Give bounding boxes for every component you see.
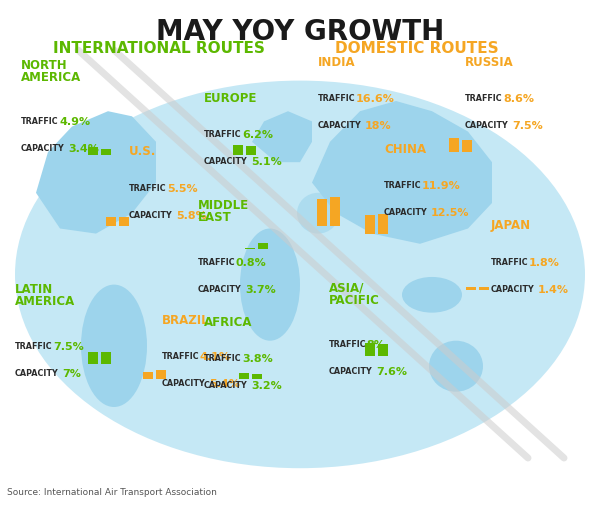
Text: MAY YOY GROWTH: MAY YOY GROWTH	[156, 18, 444, 46]
Text: LATIN
AMERICA: LATIN AMERICA	[15, 282, 75, 307]
Text: DOMESTIC ROUTES: DOMESTIC ROUTES	[335, 41, 499, 55]
Text: TRAFFIC: TRAFFIC	[15, 341, 53, 350]
Text: CAPACITY: CAPACITY	[384, 208, 428, 217]
Text: CAPACITY: CAPACITY	[329, 366, 373, 376]
Bar	[239, 373, 250, 379]
Bar	[143, 373, 154, 379]
Text: 5.8%: 5.8%	[176, 210, 207, 220]
Bar	[101, 150, 110, 155]
Text: MIDDLE
EAST: MIDDLE EAST	[198, 199, 249, 223]
Text: 5.4%: 5.4%	[209, 378, 240, 388]
Text: 7.6%: 7.6%	[376, 366, 407, 377]
Ellipse shape	[81, 285, 147, 407]
Text: Source: International Air Transport Association: Source: International Air Transport Asso…	[7, 487, 217, 496]
Text: TRAFFIC: TRAFFIC	[21, 117, 59, 126]
Text: 1.4%: 1.4%	[538, 284, 569, 294]
Text: EUROPE: EUROPE	[204, 92, 257, 104]
Text: 1.8%: 1.8%	[529, 257, 560, 267]
Text: TRAFFIC: TRAFFIC	[465, 94, 503, 103]
Text: JAPAN: JAPAN	[491, 219, 531, 232]
Bar	[156, 371, 166, 379]
Text: 7.5%: 7.5%	[512, 121, 543, 131]
Bar	[449, 139, 460, 153]
Text: TRAFFIC: TRAFFIC	[329, 340, 367, 349]
Text: TRAFFIC: TRAFFIC	[129, 183, 167, 192]
Bar	[365, 344, 376, 356]
Text: TRAFFIC: TRAFFIC	[204, 130, 242, 139]
Text: TRAFFIC: TRAFFIC	[162, 351, 200, 360]
Text: U.S.: U.S.	[129, 145, 157, 158]
Text: 3.7%: 3.7%	[245, 284, 276, 294]
Text: CAPACITY: CAPACITY	[21, 144, 65, 153]
Text: TRAFFIC: TRAFFIC	[204, 354, 242, 363]
Text: CAPACITY: CAPACITY	[491, 284, 535, 293]
Text: TRAFFIC: TRAFFIC	[198, 257, 236, 266]
Text: AFRICA: AFRICA	[204, 316, 253, 328]
Bar	[101, 353, 110, 364]
Bar	[331, 198, 340, 227]
Text: CAPACITY: CAPACITY	[204, 157, 248, 166]
Ellipse shape	[297, 193, 339, 234]
Text: 18%: 18%	[365, 121, 392, 131]
Bar	[88, 352, 97, 364]
Text: 7%: 7%	[62, 368, 81, 378]
Text: RUSSIA: RUSSIA	[465, 56, 514, 69]
Text: CAPACITY: CAPACITY	[204, 381, 248, 390]
Text: CAPACITY: CAPACITY	[318, 121, 362, 130]
Text: 0.8%: 0.8%	[236, 257, 267, 267]
Text: 16.6%: 16.6%	[356, 94, 395, 104]
Text: TRAFFIC: TRAFFIC	[318, 94, 356, 103]
Text: TRAFFIC: TRAFFIC	[491, 257, 529, 266]
Text: 11.9%: 11.9%	[422, 181, 461, 191]
Ellipse shape	[15, 81, 585, 468]
Bar	[106, 218, 115, 227]
Bar	[365, 215, 376, 234]
Bar	[119, 217, 128, 227]
Polygon shape	[36, 112, 156, 234]
Text: TRAFFIC: TRAFFIC	[384, 181, 422, 190]
Text: INTERNATIONAL ROUTES: INTERNATIONAL ROUTES	[53, 41, 265, 55]
Bar	[317, 200, 328, 227]
Bar	[233, 146, 244, 155]
Text: CHINA: CHINA	[384, 143, 426, 155]
Text: ASIA/
PACIFIC: ASIA/ PACIFIC	[329, 281, 380, 306]
Text: 4.9%: 4.9%	[59, 117, 90, 127]
Text: INDIA: INDIA	[318, 56, 356, 69]
Bar	[88, 148, 97, 155]
Ellipse shape	[402, 277, 462, 313]
Bar	[252, 374, 262, 379]
Text: CAPACITY: CAPACITY	[198, 284, 242, 293]
Text: 6.2%: 6.2%	[242, 130, 273, 140]
Text: CAPACITY: CAPACITY	[129, 210, 173, 219]
Text: 3.2%: 3.2%	[251, 381, 282, 391]
Bar	[246, 147, 256, 155]
Bar	[259, 243, 268, 249]
Bar	[379, 344, 388, 356]
Text: CAPACITY: CAPACITY	[465, 121, 509, 130]
Text: 12.5%: 12.5%	[431, 208, 470, 218]
Text: 3.4%: 3.4%	[68, 144, 99, 154]
Bar	[463, 140, 472, 153]
Text: 3.8%: 3.8%	[242, 354, 273, 364]
Polygon shape	[312, 102, 492, 244]
Text: 5.1%: 5.1%	[251, 157, 282, 167]
Text: 5.5%: 5.5%	[167, 183, 197, 193]
Text: CAPACITY: CAPACITY	[162, 378, 206, 387]
Bar	[245, 248, 256, 249]
Bar	[379, 214, 388, 234]
Text: 8.6%: 8.6%	[503, 94, 534, 104]
Text: CAPACITY: CAPACITY	[15, 368, 59, 377]
Ellipse shape	[429, 341, 483, 392]
Text: BRAZIL: BRAZIL	[162, 313, 209, 326]
Bar	[466, 287, 476, 290]
Text: 7.5%: 7.5%	[53, 341, 84, 351]
Polygon shape	[252, 112, 312, 163]
Text: 4.1%: 4.1%	[200, 351, 231, 361]
Text: NORTH
AMERICA: NORTH AMERICA	[21, 59, 81, 83]
Ellipse shape	[240, 229, 300, 341]
Text: 8%: 8%	[367, 340, 386, 350]
Bar	[479, 288, 488, 290]
